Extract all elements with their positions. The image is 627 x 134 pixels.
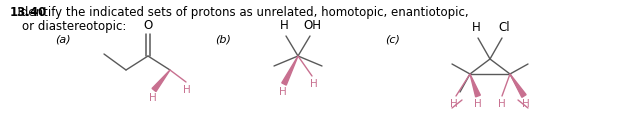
Polygon shape: [510, 74, 526, 97]
Text: (a): (a): [55, 34, 71, 44]
Text: H: H: [183, 85, 191, 95]
Text: Identify the indicated sets of protons as unrelated, homotopic, enantiotopic,: Identify the indicated sets of protons a…: [10, 6, 468, 19]
Text: O: O: [144, 19, 152, 32]
Text: H: H: [472, 21, 480, 34]
Text: H: H: [522, 99, 530, 109]
Text: or diastereotopic:: or diastereotopic:: [22, 20, 127, 33]
Text: (c): (c): [385, 34, 400, 44]
Text: H: H: [474, 99, 482, 109]
Text: H: H: [498, 99, 506, 109]
Text: H: H: [310, 79, 318, 89]
Polygon shape: [470, 74, 480, 97]
Text: H: H: [279, 87, 287, 97]
Text: H: H: [450, 99, 458, 109]
Text: OH: OH: [303, 19, 321, 32]
Polygon shape: [282, 56, 298, 85]
Text: H: H: [280, 19, 288, 32]
Polygon shape: [152, 70, 170, 92]
Text: Cl: Cl: [498, 21, 510, 34]
Text: H: H: [149, 93, 157, 103]
Text: (b): (b): [215, 34, 231, 44]
Text: 13.40: 13.40: [10, 6, 47, 19]
